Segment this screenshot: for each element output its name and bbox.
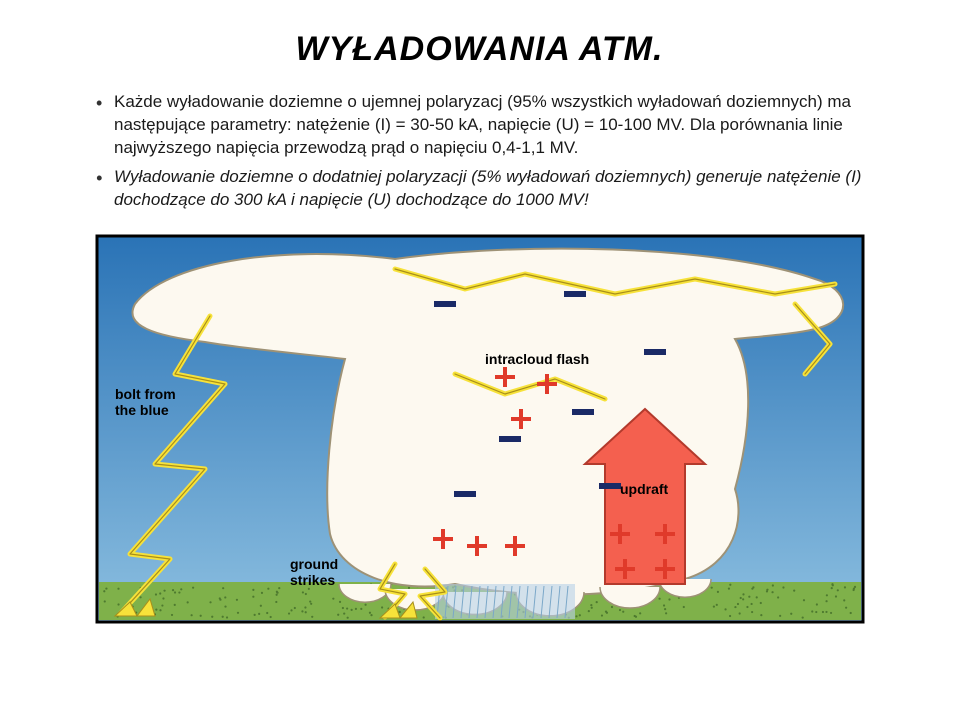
bullet-item: Każde wyładowanie doziemne o ujemnej pol…	[96, 91, 911, 160]
diagram-label: updraft	[620, 481, 669, 497]
plus-icon	[545, 374, 549, 394]
bullet-text: Każde wyładowanie doziemne o ujemnej pol…	[114, 92, 851, 157]
plus-icon	[663, 559, 667, 579]
plus-icon	[475, 536, 479, 556]
bullet-item: Wyładowanie doziemne o dodatniej polaryz…	[96, 166, 911, 212]
minus-icon	[434, 301, 456, 307]
cloud-diagram: bolt fromthe blue intracloud flash updraft…	[95, 234, 865, 624]
diagram-label: intracloud flash	[485, 351, 589, 367]
plus-icon	[513, 536, 517, 556]
plus-icon	[618, 524, 622, 544]
minus-icon	[499, 436, 521, 442]
bullet-list: Każde wyładowanie doziemne o ujemnej pol…	[56, 91, 911, 218]
plus-icon	[623, 559, 627, 579]
bullet-text: Wyładowanie doziemne o dodatniej polaryz…	[114, 167, 861, 209]
minus-icon	[572, 409, 594, 415]
diagram-label: bolt fromthe blue	[115, 386, 176, 418]
minus-icon	[599, 483, 621, 489]
plus-icon	[441, 529, 445, 549]
plus-icon	[663, 524, 667, 544]
slide-title: WYŁADOWANIA ATM.	[48, 30, 911, 69]
minus-icon	[454, 491, 476, 497]
plus-icon	[519, 409, 523, 429]
minus-icon	[644, 349, 666, 355]
diagram-container: bolt fromthe blue intracloud flash updraft…	[48, 234, 911, 699]
plus-icon	[503, 367, 507, 387]
minus-icon	[564, 291, 586, 297]
diagram-label: groundstrikes	[290, 556, 338, 588]
